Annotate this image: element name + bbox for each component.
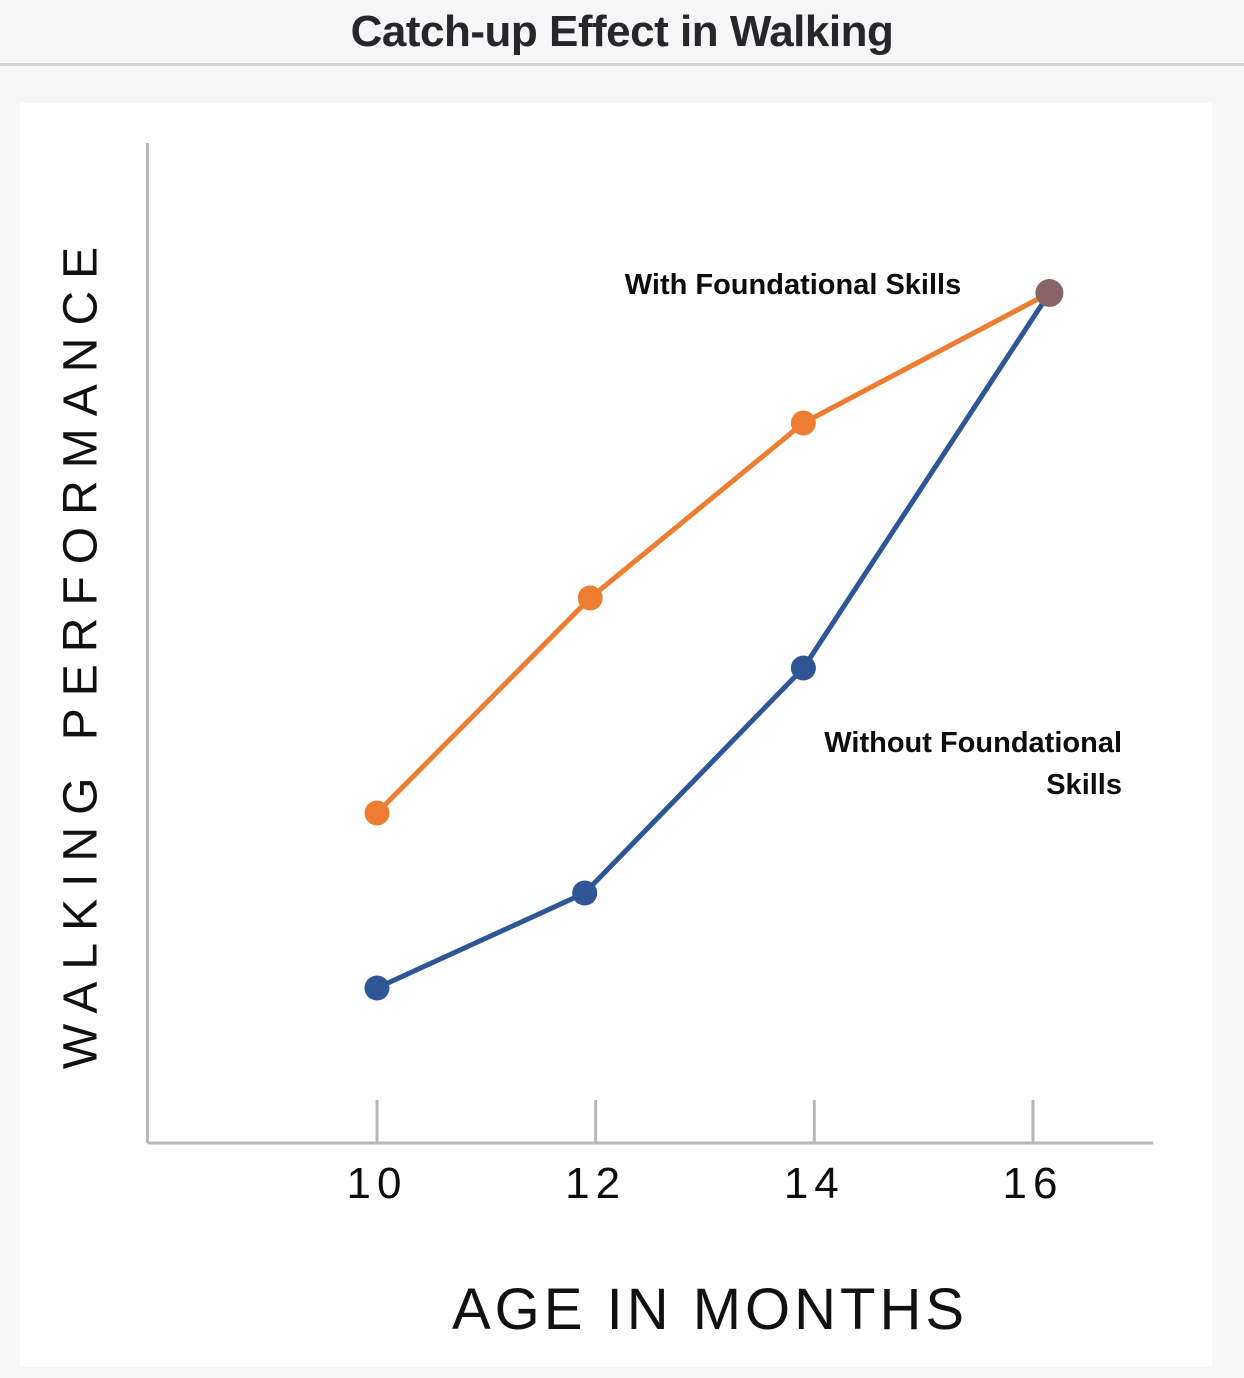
data-point <box>572 880 598 906</box>
x-tick-label: 10 <box>346 1159 408 1208</box>
header: Catch-up Effect in Walking <box>0 0 1244 66</box>
data-point <box>364 800 390 826</box>
series-line <box>374 290 1052 991</box>
page-title: Catch-up Effect in Walking <box>350 6 894 56</box>
data-point <box>790 410 816 436</box>
x-tick-label: 14 <box>783 1159 845 1208</box>
chart-canvas <box>145 143 1154 1145</box>
convergence-point <box>1035 279 1064 307</box>
series-line <box>374 290 1052 816</box>
x-tick-label: 16 <box>1002 1159 1064 1208</box>
data-point <box>577 585 603 611</box>
x-tick-labels: 10 12 14 16 <box>20 103 1212 1367</box>
series-label-with-foundational-skills: With Foundational Skills <box>624 269 962 301</box>
data-point <box>364 975 390 1001</box>
x-tick-label: 12 <box>565 1159 627 1208</box>
series-label-without-foundational-skills: Without Foundational Skills <box>824 727 1122 802</box>
data-point <box>790 655 816 681</box>
x-axis-label: AGE IN MONTHS <box>451 1277 969 1342</box>
chart-card: WALKING PERFORMANCE AGE IN MONTHS With F… <box>20 103 1212 1367</box>
